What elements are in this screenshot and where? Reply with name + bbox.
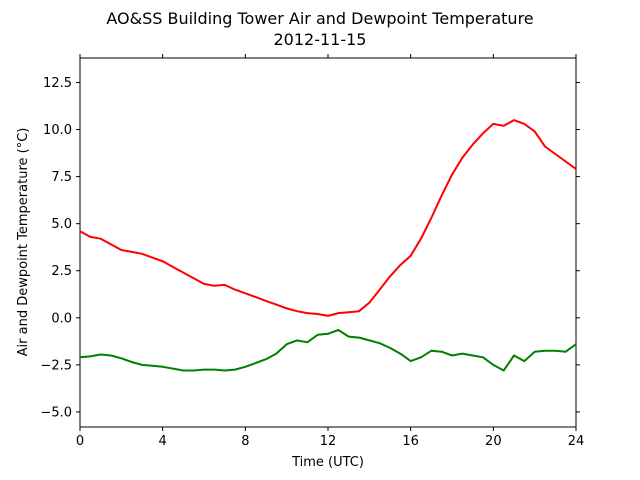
y-tick-label: 12.5 xyxy=(43,76,72,91)
chart-subtitle: 2012-11-15 xyxy=(274,30,367,49)
x-tick-label: 8 xyxy=(241,434,249,449)
y-tick-label: −5.0 xyxy=(40,405,72,420)
y-axis: −5.0 −2.5 0.0 2.5 5.0 7.5 10.0 12.5 xyxy=(40,76,580,420)
y-axis-label: Air and Dewpoint Temperature (°C) xyxy=(16,128,31,357)
y-tick-label: 0.0 xyxy=(51,311,72,326)
plot-frame xyxy=(79,57,577,428)
x-tick-label: 0 xyxy=(76,434,84,449)
y-tick-label: −2.5 xyxy=(40,358,72,373)
y-tick-label: 5.0 xyxy=(51,217,72,232)
x-tick-label: 12 xyxy=(320,434,337,449)
y-tick-label: 2.5 xyxy=(51,264,72,279)
chart-title: AO&SS Building Tower Air and Dewpoint Te… xyxy=(106,9,533,28)
x-tick-label: 20 xyxy=(485,434,502,449)
x-axis: 0 4 8 12 16 20 24 xyxy=(76,54,584,449)
series-group xyxy=(79,119,577,372)
series-line-1 xyxy=(79,329,577,372)
series-line-0 xyxy=(79,119,577,317)
y-tick-label: 7.5 xyxy=(51,170,72,185)
y-tick-label: 10.0 xyxy=(43,123,72,138)
x-axis-label: Time (UTC) xyxy=(291,455,364,470)
x-tick-label: 4 xyxy=(159,434,167,449)
x-tick-label: 16 xyxy=(402,434,419,449)
x-tick-label: 24 xyxy=(568,434,585,449)
